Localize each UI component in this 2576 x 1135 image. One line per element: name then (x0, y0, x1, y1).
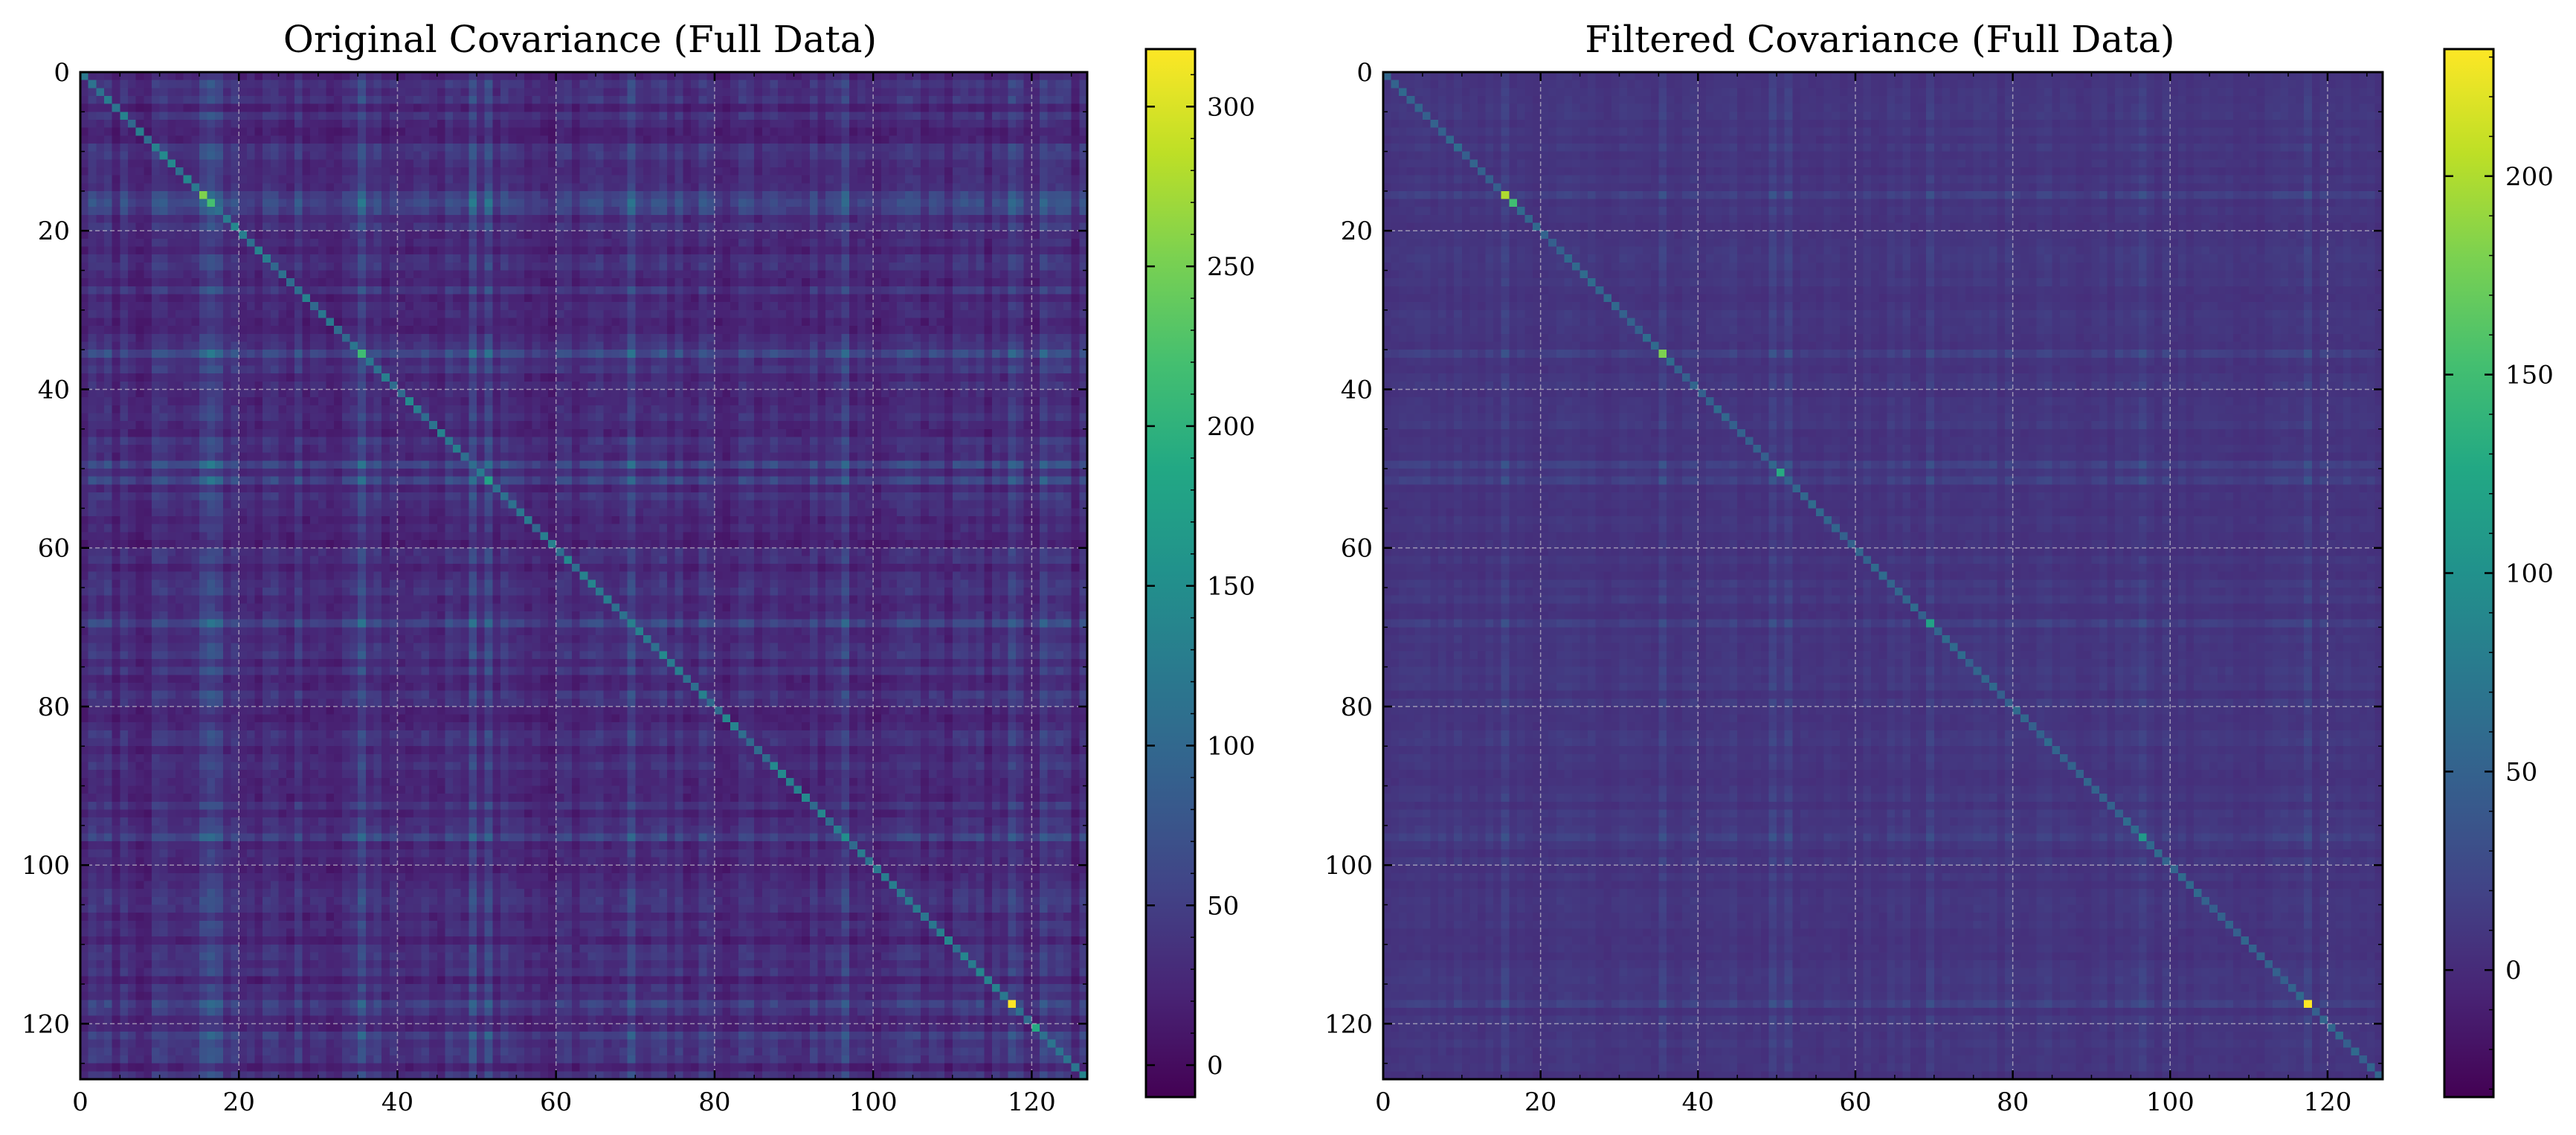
right-colorbar-ticks: 0 50 100 150 200 (2444, 56, 2554, 1090)
left-title: Original Covariance (Full Data) (283, 18, 877, 61)
right-gridlines (1383, 72, 2383, 1079)
colorbar-tick-label: 150 (2505, 361, 2554, 390)
left-colorbar (1146, 49, 1195, 1097)
y-tick-label: 40 (38, 375, 70, 405)
y-tick-label: 120 (22, 1009, 70, 1039)
y-tick-label: 0 (54, 58, 70, 88)
x-tick-label: 20 (223, 1087, 255, 1117)
x-tick-label: 40 (1682, 1087, 1714, 1117)
left-axes-frame (79, 71, 1089, 1081)
right-title: Filtered Covariance (Full Data) (1585, 18, 2174, 61)
colorbar-tick-label: 200 (2505, 162, 2554, 192)
y-tick-label: 80 (1341, 692, 1373, 722)
colorbar-tick-label: 200 (1207, 412, 1255, 442)
y-tick-label: 40 (1341, 375, 1373, 405)
x-tick-label: 60 (1839, 1087, 1871, 1117)
right-axes-frame (1382, 71, 2384, 1081)
left-panel: Original Covariance (Full Data) 0 20 40 60 8… (22, 18, 1255, 1117)
colorbar-tick-label: 0 (1207, 1051, 1223, 1081)
left-colorbar-ticks: 0 50 100 150 200 250 300 (1146, 74, 1255, 1098)
colorbar-tick-label: 100 (1207, 731, 1255, 761)
x-tick-label: 100 (2146, 1087, 2195, 1117)
colorbar-tick-label: 100 (2505, 559, 2554, 589)
x-tick-label: 60 (540, 1087, 572, 1117)
y-tick-label: 20 (38, 216, 70, 246)
x-tick-label: 80 (698, 1087, 730, 1117)
y-tick-label: 100 (22, 851, 70, 881)
left-gridlines (80, 72, 1087, 1079)
colorbar-tick-label: 250 (1207, 252, 1255, 282)
x-tick-label: 120 (1008, 1087, 1056, 1117)
right-heatmap-image (1383, 72, 2383, 1079)
y-tick-label: 60 (1341, 534, 1373, 564)
right-x-ticks: 0 20 40 60 80 100 120 (1375, 72, 2368, 1117)
x-tick-label: 20 (1524, 1087, 1556, 1117)
x-tick-label: 0 (72, 1087, 88, 1117)
x-tick-label: 40 (381, 1087, 413, 1117)
left-heatmap-image (80, 72, 1087, 1079)
y-tick-label: 120 (1324, 1009, 1373, 1039)
colorbar-tick-label: 300 (1207, 92, 1255, 122)
colorbar-tick-label: 50 (2505, 757, 2537, 787)
left-y-ticks: 0 20 40 60 80 100 120 (22, 58, 1087, 1064)
left-x-ticks: 0 20 40 60 80 100 120 (72, 72, 1072, 1117)
x-tick-label: 100 (849, 1087, 898, 1117)
colorbar-tick-label: 50 (1207, 891, 1239, 921)
right-y-ticks: 0 20 40 60 80 100 120 (1324, 58, 2383, 1064)
right-panel: Filtered Covariance (Full Data) 0 20 40 60 8… (1324, 18, 2554, 1117)
colorbar-tick-label: 150 (1207, 572, 1255, 602)
y-tick-label: 0 (1356, 58, 1373, 88)
x-tick-label: 80 (1997, 1087, 2029, 1117)
y-tick-label: 60 (38, 534, 70, 564)
colorbar-tick-label: 0 (2505, 956, 2522, 986)
y-tick-label: 80 (38, 692, 70, 722)
left-colorbar-frame (1144, 48, 1197, 1099)
y-tick-label: 100 (1324, 851, 1373, 881)
x-tick-label: 120 (2303, 1087, 2351, 1117)
x-tick-label: 0 (1375, 1087, 1391, 1117)
y-tick-label: 20 (1341, 216, 1373, 246)
